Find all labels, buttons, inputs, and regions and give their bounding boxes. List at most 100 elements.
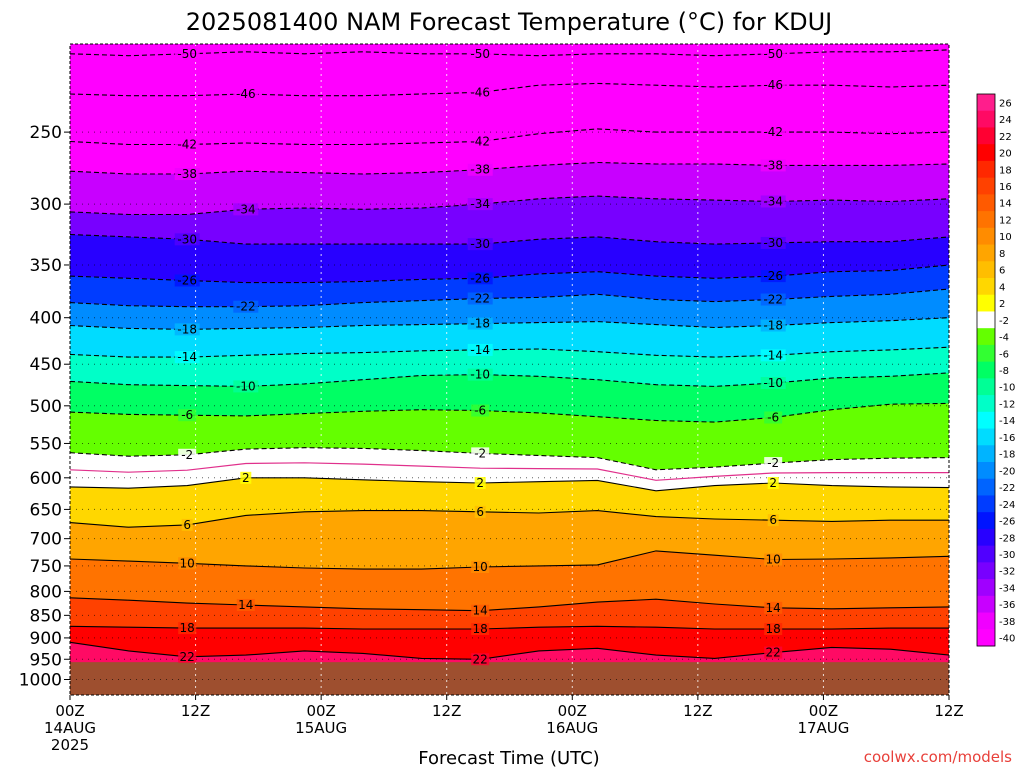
isotherm-label-bg (467, 368, 493, 381)
isotherm-label: 22 (473, 652, 488, 666)
isotherm-label: 2 (242, 471, 250, 485)
isotherm-label: -2 (474, 446, 486, 460)
colorbar-tick-label: -2 (999, 316, 1009, 327)
x-tick-label: 00Z (558, 702, 587, 720)
colorbar-tick-label: -16 (999, 433, 1015, 444)
isotherm-label: -34 (763, 194, 783, 208)
isotherm-label-bg (178, 650, 197, 663)
isotherm-label-bg (471, 560, 490, 573)
colorbar-tick-label: 6 (999, 266, 1005, 277)
colorbar-swatch (977, 545, 995, 563)
isotherm-label-bg (178, 622, 197, 635)
colorbar-tick-label: -4 (999, 333, 1009, 344)
colorbar-tick-label: -28 (999, 533, 1015, 544)
colorbar-tick-label: -38 (999, 617, 1015, 628)
isotherm-line (69, 128, 950, 146)
colorbar-swatch (977, 395, 995, 413)
x-tick-label: 00Z (809, 702, 838, 720)
isotherm-label-bg (764, 411, 783, 424)
isotherm-label: -26 (470, 271, 490, 285)
isotherm-label-bg (467, 47, 493, 60)
chart-title: 2025081400 NAM Forecast Temperature (°C)… (186, 8, 832, 36)
isotherm-label-bg (471, 604, 490, 617)
isotherm-label-bg (178, 557, 197, 570)
colorbar-swatch (977, 311, 995, 329)
isotherm-label-bg (474, 505, 486, 518)
colorbar-tick-label: -20 (999, 466, 1015, 477)
isotherm-label: 22 (766, 646, 781, 660)
isotherm-line (69, 402, 950, 423)
isotherm-label-bg (178, 409, 197, 422)
isotherm-line (69, 317, 950, 330)
isotherm-label-bg (764, 623, 783, 636)
isotherm-line (69, 510, 949, 528)
temperature-band (70, 550, 949, 611)
colorbar-swatch (977, 160, 995, 179)
y-tick-label: 900 (30, 629, 62, 649)
isotherm-label-bg (471, 404, 490, 417)
colorbar-swatch (977, 595, 995, 614)
isotherm-label-bg (474, 477, 486, 490)
temperature-fill-layer (70, 44, 949, 695)
temperature-band (70, 510, 949, 570)
isotherm-label-bg (174, 323, 200, 336)
isotherm-label-bg (760, 159, 786, 172)
colorbar-swatch (977, 428, 995, 446)
colorbar-swatch (977, 211, 995, 229)
isotherm-label: -22 (763, 293, 783, 307)
colorbar-tick-label: -32 (999, 567, 1015, 578)
colorbar-tick-label: -26 (999, 517, 1015, 528)
colorbar-swatch (977, 94, 995, 112)
isotherm-label-bg (233, 203, 259, 216)
colorbar-swatch (977, 528, 995, 547)
isotherm-label: -42 (470, 134, 490, 148)
isotherm-label-bg (467, 135, 493, 148)
colorbar-tick-label: 26 (999, 98, 1012, 109)
isotherm-label: -46 (470, 85, 490, 99)
y-tick-label: 350 (30, 256, 62, 276)
isotherm-label: -38 (763, 158, 783, 172)
colorbar-tick-label: -40 (999, 634, 1015, 645)
colorbar-swatch (977, 629, 995, 647)
colorbar-swatch (977, 495, 995, 513)
isotherm-label-bg (174, 351, 200, 364)
colorbar-swatch (977, 194, 995, 212)
isotherm-label: -2 (767, 456, 779, 470)
y-tick-label: 250 (30, 123, 62, 143)
isotherm-label: -14 (763, 348, 783, 362)
isotherm-label: 6 (769, 513, 777, 527)
temperature-band (70, 49, 949, 96)
isotherm-line (69, 550, 950, 570)
isotherm-line (69, 447, 950, 471)
isotherm-label: -42 (177, 138, 197, 152)
colorbar-swatch (977, 177, 995, 195)
x-tick-label: 17AUG (797, 719, 849, 737)
y-tick-label: 850 (30, 606, 62, 626)
colorbar-swatch (977, 144, 995, 162)
isotherm-label: -22 (470, 291, 490, 305)
colorbar-tick-label: 8 (999, 249, 1005, 260)
isotherm-label-bg (760, 47, 786, 60)
isotherm-label: -6 (767, 410, 779, 424)
isotherm-label-bg (174, 138, 200, 151)
colorbar-swatch (977, 244, 995, 262)
isotherm-label: -6 (181, 408, 193, 422)
isotherm-label: -46 (236, 87, 256, 101)
isotherm-label-bg (178, 448, 197, 461)
isotherm-label-bg (760, 79, 786, 92)
isotherm-label-bg (760, 319, 786, 332)
colorbar-swatch (977, 328, 995, 346)
isotherm-line (69, 625, 949, 630)
isotherm-label: 22 (180, 650, 195, 664)
colorbar-tick-label: 4 (999, 282, 1005, 293)
isotherm-line (69, 641, 950, 660)
isotherm-label: 18 (180, 621, 195, 635)
isotherm-line (69, 161, 950, 175)
isotherm-label-bg (760, 293, 786, 306)
colorbar-tick-label: -6 (999, 349, 1009, 360)
x-tick-label: 2025 (51, 736, 89, 754)
temperature-band (70, 265, 949, 307)
colorbar-swatch (977, 278, 995, 296)
isotherm-label: 14 (473, 604, 488, 618)
